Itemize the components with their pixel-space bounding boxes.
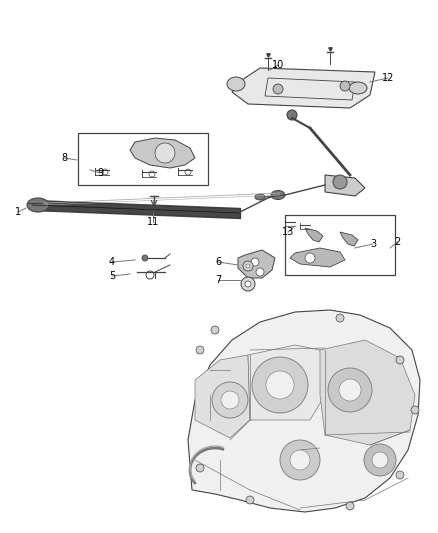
Circle shape (246, 496, 254, 504)
Bar (285, 215, 395, 275)
Text: 13: 13 (282, 227, 294, 237)
Circle shape (221, 391, 239, 409)
Polygon shape (130, 138, 195, 168)
Text: 12: 12 (382, 73, 394, 83)
Circle shape (142, 255, 148, 261)
Polygon shape (238, 250, 275, 278)
Circle shape (155, 143, 175, 163)
Text: 1: 1 (15, 207, 21, 217)
Circle shape (212, 382, 248, 418)
Text: 3: 3 (370, 239, 376, 249)
Polygon shape (305, 228, 323, 242)
Circle shape (243, 261, 253, 271)
Ellipse shape (349, 82, 367, 94)
Circle shape (346, 502, 354, 510)
Circle shape (396, 471, 404, 479)
Circle shape (196, 464, 204, 472)
Text: 9: 9 (97, 168, 103, 178)
Circle shape (280, 440, 320, 480)
Circle shape (372, 452, 388, 468)
Circle shape (252, 357, 308, 413)
Circle shape (328, 368, 372, 412)
Circle shape (256, 268, 264, 276)
Circle shape (364, 444, 396, 476)
Polygon shape (340, 232, 358, 246)
Polygon shape (248, 345, 325, 420)
Circle shape (241, 277, 255, 291)
Polygon shape (188, 310, 420, 512)
Ellipse shape (271, 190, 285, 199)
Bar (78, 133, 208, 185)
Circle shape (245, 281, 251, 287)
Text: 10: 10 (272, 60, 284, 70)
Circle shape (333, 175, 347, 189)
Text: 2: 2 (394, 237, 400, 247)
Text: 6: 6 (215, 257, 221, 267)
Circle shape (305, 253, 315, 263)
Circle shape (266, 371, 294, 399)
Circle shape (287, 110, 297, 120)
Polygon shape (320, 340, 415, 445)
Polygon shape (325, 175, 365, 196)
Circle shape (273, 84, 283, 94)
Text: 4: 4 (109, 257, 115, 267)
Circle shape (336, 314, 344, 322)
Circle shape (340, 81, 350, 91)
Circle shape (290, 450, 310, 470)
Polygon shape (195, 355, 250, 438)
Ellipse shape (255, 194, 265, 200)
Ellipse shape (27, 198, 49, 212)
Text: 11: 11 (147, 217, 159, 227)
Text: 7: 7 (215, 275, 221, 285)
Text: 8: 8 (61, 153, 67, 163)
Text: 5: 5 (109, 271, 115, 281)
Ellipse shape (227, 77, 245, 91)
Circle shape (196, 346, 204, 354)
Polygon shape (290, 248, 345, 267)
Circle shape (339, 379, 361, 401)
Circle shape (211, 326, 219, 334)
Circle shape (396, 356, 404, 364)
Circle shape (411, 406, 419, 414)
Circle shape (246, 264, 250, 268)
Circle shape (251, 258, 259, 266)
Polygon shape (232, 68, 375, 108)
